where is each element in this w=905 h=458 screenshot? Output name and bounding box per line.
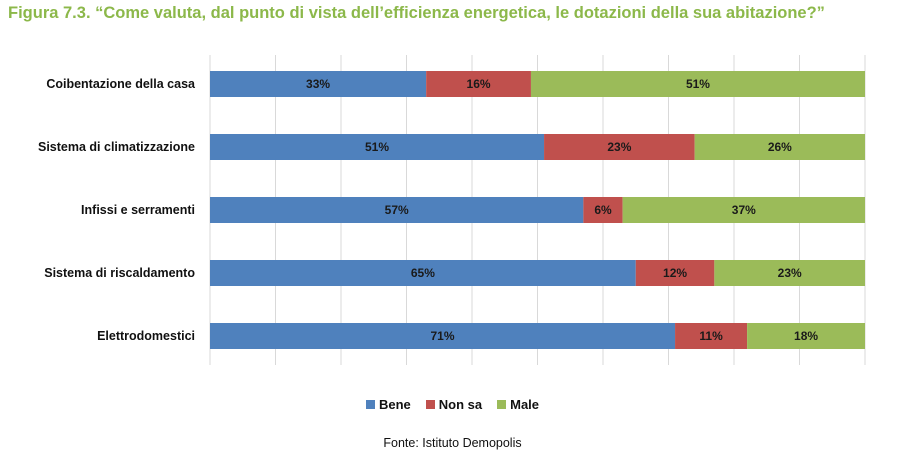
bar-segment bbox=[583, 197, 623, 223]
data-label: 6% bbox=[594, 203, 612, 217]
bar-segment bbox=[714, 260, 865, 286]
category-label: Infissi e serramenti bbox=[81, 203, 195, 217]
data-label: 65% bbox=[411, 266, 435, 280]
data-label: 23% bbox=[778, 266, 802, 280]
bar-segment bbox=[210, 71, 427, 97]
data-label: 57% bbox=[385, 203, 409, 217]
bar-segment bbox=[210, 260, 636, 286]
legend: Bene Non sa Male bbox=[0, 397, 905, 412]
legend-swatch-bene bbox=[365, 400, 375, 409]
legend-item-bene: Bene bbox=[365, 397, 411, 412]
legend-item-non-sa: Non sa bbox=[425, 397, 483, 412]
bar-segment bbox=[675, 323, 748, 349]
legend-item-male: Male bbox=[497, 397, 539, 412]
legend-label-male: Male bbox=[510, 397, 540, 412]
legend-label-bene: Bene bbox=[378, 397, 411, 412]
legend-swatch-non-sa bbox=[425, 400, 435, 409]
legend-label-non-sa: Non sa bbox=[438, 397, 483, 412]
bar-segment bbox=[694, 134, 865, 160]
data-label: 12% bbox=[663, 266, 687, 280]
data-label: 37% bbox=[732, 203, 756, 217]
category-label: Sistema di riscaldamento bbox=[44, 266, 195, 280]
data-label: 71% bbox=[431, 329, 455, 343]
chart-title: Figura 7.3. “Come valuta, dal punto di v… bbox=[8, 4, 825, 22]
source-note: Fonte: Istituto Demopolis bbox=[383, 436, 522, 450]
bar-segment bbox=[747, 323, 865, 349]
data-label: 18% bbox=[794, 329, 818, 343]
bar-segment bbox=[210, 134, 545, 160]
data-label: 16% bbox=[467, 77, 491, 91]
category-label: Sistema di climatizzazione bbox=[38, 140, 195, 154]
data-label: 23% bbox=[607, 140, 631, 154]
bar-segment bbox=[635, 260, 715, 286]
category-label: Coibentazione della casa bbox=[46, 77, 196, 91]
data-label: 33% bbox=[306, 77, 330, 91]
data-label: 26% bbox=[768, 140, 792, 154]
data-label: 11% bbox=[699, 329, 723, 343]
bar-segment bbox=[622, 197, 865, 223]
chart: Coibentazione della casa 33% 16% 51% Sistema… bbox=[38, 55, 866, 365]
legend-swatch-male bbox=[497, 400, 507, 409]
bar-segment bbox=[210, 197, 584, 223]
category-label: Elettrodomestici bbox=[97, 329, 195, 343]
bar-segment bbox=[210, 323, 676, 349]
bar-segment bbox=[544, 134, 695, 160]
bar-segment bbox=[426, 71, 531, 97]
data-label: 51% bbox=[686, 77, 710, 91]
bar-segment bbox=[530, 71, 865, 97]
data-label: 51% bbox=[365, 140, 389, 154]
